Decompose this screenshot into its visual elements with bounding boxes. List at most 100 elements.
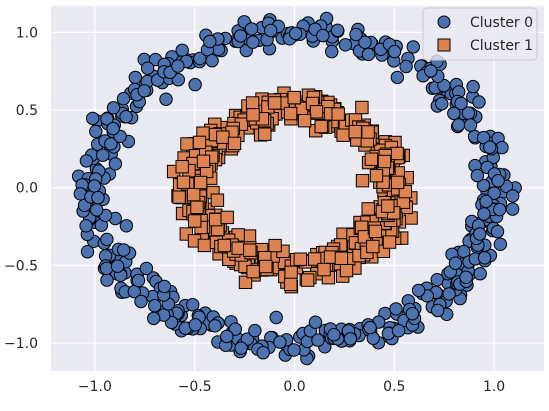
data-point-cluster-0 [405, 307, 420, 321]
data-point-cluster-1 [300, 273, 315, 287]
data-point-cluster-0 [188, 318, 203, 332]
data-point-cluster-1 [366, 239, 380, 254]
data-point-cluster-1 [176, 175, 191, 189]
data-point-cluster-0 [256, 346, 270, 360]
data-point-cluster-0 [479, 194, 493, 209]
data-point-cluster-0 [505, 202, 520, 216]
data-point-cluster-0 [506, 189, 520, 203]
data-point-cluster-0 [119, 219, 134, 233]
data-point-cluster-0 [188, 77, 202, 92]
data-point-cluster-0 [148, 299, 162, 313]
data-point-cluster-1 [188, 214, 202, 228]
data-point-cluster-0 [110, 259, 125, 273]
data-point-cluster-0 [327, 328, 341, 342]
data-point-cluster-0 [131, 273, 146, 288]
data-point-cluster-0 [205, 54, 219, 68]
data-point-cluster-0 [139, 261, 154, 276]
data-point-cluster-0 [476, 178, 491, 193]
data-point-cluster-0 [330, 23, 345, 37]
data-point-cluster-1 [197, 238, 212, 253]
data-point-cluster-1 [259, 259, 273, 274]
legend-label-cluster-0: Cluster 0 [470, 15, 533, 31]
data-point-cluster-0 [140, 61, 155, 75]
data-point-cluster-1 [227, 136, 242, 151]
data-point-cluster-0 [472, 95, 486, 109]
data-point-cluster-0 [246, 35, 260, 49]
y-tick-label: −1.0 [4, 336, 38, 352]
data-point-cluster-1 [268, 238, 282, 253]
data-point-cluster-0 [361, 47, 376, 62]
data-point-cluster-1 [245, 96, 260, 110]
data-point-cluster-0 [466, 79, 480, 94]
data-point-cluster-0 [273, 335, 287, 349]
data-point-cluster-0 [100, 232, 114, 247]
data-point-cluster-1 [268, 96, 282, 110]
data-points [71, 11, 522, 366]
data-point-cluster-1 [377, 154, 392, 169]
data-point-cluster-0 [106, 121, 120, 136]
data-point-cluster-1 [287, 90, 301, 105]
data-point-cluster-0 [248, 323, 262, 338]
data-point-cluster-0 [244, 22, 259, 36]
data-point-cluster-1 [238, 275, 253, 290]
data-point-cluster-0 [220, 329, 234, 344]
data-point-cluster-1 [180, 137, 194, 151]
data-point-cluster-0 [451, 118, 466, 132]
data-point-cluster-1 [317, 262, 331, 277]
data-point-cluster-0 [406, 40, 420, 54]
data-point-cluster-0 [159, 92, 173, 106]
legend-label-cluster-1: Cluster 1 [470, 38, 533, 54]
data-point-cluster-0 [470, 168, 484, 183]
data-point-cluster-0 [79, 154, 94, 168]
data-point-cluster-0 [86, 111, 100, 126]
data-point-cluster-1 [309, 105, 324, 119]
data-point-cluster-0 [119, 110, 133, 124]
data-point-cluster-0 [459, 270, 473, 284]
data-point-cluster-1 [339, 263, 354, 278]
legend-marker-cluster-1 [437, 38, 451, 52]
data-point-cluster-0 [491, 174, 505, 188]
data-point-cluster-0 [463, 118, 478, 132]
x-tick-label: −0.5 [178, 379, 212, 395]
plot-background [51, 6, 544, 371]
data-point-cluster-1 [175, 160, 189, 174]
data-point-cluster-0 [228, 322, 243, 336]
data-point-cluster-0 [157, 279, 172, 294]
data-point-cluster-1 [364, 152, 379, 166]
data-point-cluster-1 [243, 243, 257, 257]
data-point-cluster-0 [87, 179, 102, 193]
data-point-cluster-1 [187, 187, 201, 202]
data-point-cluster-1 [193, 175, 208, 190]
data-point-cluster-0 [477, 251, 492, 265]
legend: Cluster 0 Cluster 1 [422, 7, 538, 61]
data-point-cluster-0 [100, 273, 114, 287]
legend-marker-cluster-0 [437, 15, 451, 29]
data-point-cluster-0 [477, 207, 491, 221]
data-point-cluster-0 [363, 320, 377, 335]
data-point-cluster-1 [331, 107, 345, 121]
data-point-cluster-1 [336, 128, 350, 142]
data-point-cluster-0 [343, 332, 358, 346]
data-point-cluster-1 [381, 199, 395, 213]
data-point-cluster-1 [196, 154, 211, 169]
data-point-cluster-0 [387, 44, 402, 59]
data-point-cluster-0 [80, 245, 95, 259]
data-point-cluster-1 [246, 108, 260, 122]
data-point-cluster-0 [186, 298, 200, 312]
data-point-cluster-0 [233, 29, 248, 43]
data-point-cluster-1 [231, 241, 245, 255]
data-point-cluster-0 [89, 124, 103, 139]
data-point-cluster-0 [234, 341, 248, 355]
data-point-cluster-0 [134, 294, 148, 309]
data-point-cluster-0 [431, 303, 445, 318]
data-point-cluster-0 [289, 26, 303, 41]
data-point-cluster-1 [390, 175, 405, 190]
data-point-cluster-0 [473, 227, 487, 241]
data-point-cluster-0 [104, 137, 118, 151]
x-tick-label: 0.5 [383, 379, 405, 395]
data-point-cluster-0 [108, 157, 123, 171]
data-point-cluster-0 [448, 256, 463, 270]
data-point-cluster-0 [493, 202, 507, 217]
data-point-cluster-0 [287, 343, 301, 357]
